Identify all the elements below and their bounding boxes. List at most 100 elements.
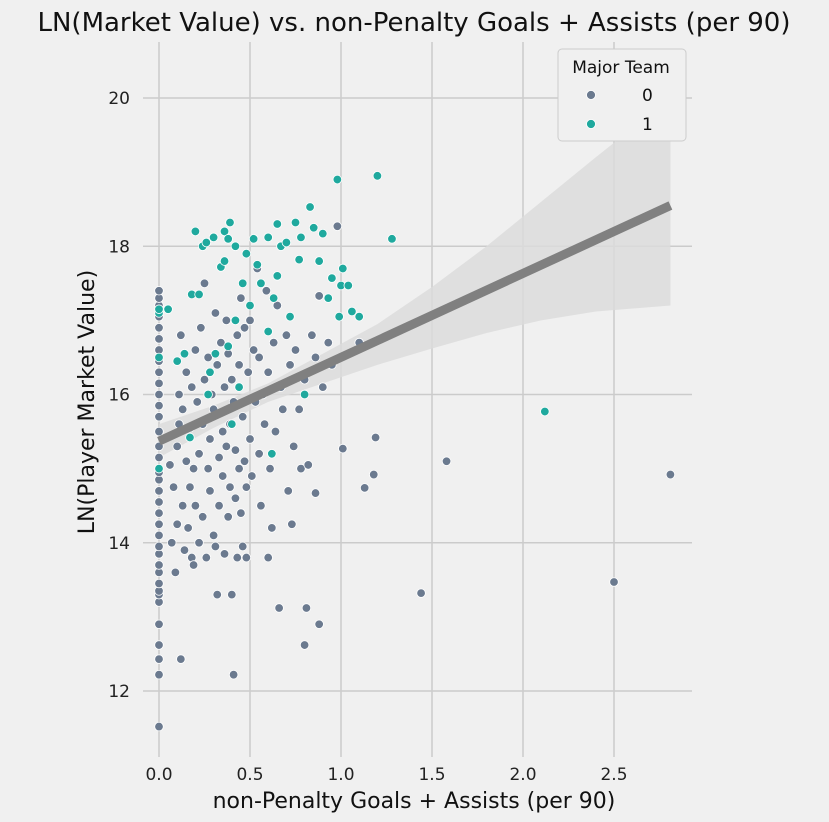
data-point-team-0 — [179, 545, 190, 555]
data-point-team-0 — [154, 721, 164, 732]
data-point-team-1 — [210, 349, 221, 359]
data-point-team-1 — [268, 293, 279, 303]
data-point-team-0 — [338, 443, 348, 454]
data-point-team-0 — [267, 523, 277, 533]
data-point-team-0 — [332, 221, 343, 231]
data-point-team-0 — [318, 382, 328, 392]
data-point-team-0 — [303, 460, 313, 470]
data-point-team-1 — [163, 304, 173, 314]
data-point-team-0 — [259, 419, 270, 429]
data-point-team-0 — [172, 441, 182, 452]
data-point-team-0 — [214, 500, 224, 511]
data-point-team-1 — [201, 237, 212, 248]
data-point-team-0 — [187, 382, 197, 392]
data-point-team-1 — [234, 382, 244, 392]
data-point-team-1 — [314, 256, 324, 266]
data-point-team-1 — [223, 234, 233, 244]
data-point-team-0 — [323, 337, 333, 348]
data-point-team-1 — [225, 217, 235, 228]
x-tick-label: 1.5 — [418, 765, 445, 785]
data-point-team-0 — [225, 482, 235, 492]
x-tick-label: 0.0 — [145, 765, 172, 785]
data-point-team-0 — [212, 589, 222, 600]
data-point-team-0 — [154, 389, 164, 400]
data-point-team-0 — [665, 469, 676, 480]
y-axis-label: LN(Player Market Value) — [75, 270, 100, 534]
data-point-team-0 — [245, 434, 255, 444]
data-point-team-0 — [177, 404, 188, 415]
regression-line-group — [157, 201, 673, 446]
data-point-team-0 — [238, 541, 248, 552]
y-tick-label: 16 — [108, 386, 130, 406]
data-point-team-0 — [241, 482, 252, 492]
y-tick-label: 14 — [108, 534, 130, 554]
data-point-team-0 — [369, 469, 379, 480]
data-point-team-0 — [176, 330, 186, 340]
data-point-team-0 — [199, 374, 210, 385]
x-tick-label: 0.5 — [236, 765, 263, 785]
x-axis-label: non-Penalty Goals + Assists (per 90) — [213, 789, 616, 814]
data-point-team-0 — [154, 323, 164, 333]
data-point-team-0 — [307, 330, 317, 340]
data-point-team-0 — [214, 452, 224, 463]
y-tick-label: 18 — [108, 237, 130, 257]
regression-line — [157, 201, 673, 446]
data-point-team-0 — [265, 463, 275, 474]
data-point-team-0 — [154, 619, 164, 629]
data-point-team-0 — [196, 323, 206, 333]
data-points — [154, 171, 676, 732]
data-point-team-0 — [287, 519, 297, 529]
data-point-team-0 — [263, 552, 273, 563]
data-point-team-0 — [248, 345, 259, 355]
data-point-team-1 — [285, 311, 295, 322]
data-point-team-0 — [236, 293, 246, 303]
data-point-team-0 — [221, 315, 232, 326]
data-point-team-0 — [314, 291, 324, 301]
data-point-team-0 — [190, 345, 201, 355]
data-point-team-0 — [154, 530, 164, 541]
data-point-team-0 — [154, 560, 164, 570]
legend-label-1: 1 — [642, 115, 653, 135]
data-point-team-0 — [299, 640, 310, 650]
data-point-team-0 — [174, 389, 184, 400]
chart-title: LN(Market Value) vs. non-Penalty Goals +… — [37, 8, 790, 38]
data-point-team-1 — [347, 306, 357, 317]
data-point-team-0 — [210, 541, 221, 552]
data-point-team-0 — [185, 482, 195, 492]
data-point-team-0 — [236, 508, 246, 518]
data-point-team-0 — [154, 497, 164, 507]
x-tick-labels: 0.0 0.5 1.0 1.5 2.0 2.5 — [145, 765, 627, 785]
data-point-team-0 — [217, 426, 228, 437]
data-point-team-1 — [318, 228, 328, 239]
data-point-team-1 — [154, 352, 164, 363]
data-point-team-0 — [181, 367, 192, 377]
data-point-team-0 — [154, 367, 164, 377]
data-point-team-1 — [272, 219, 283, 229]
data-point-team-0 — [154, 400, 164, 411]
data-point-team-1 — [154, 463, 164, 474]
data-point-team-0 — [170, 567, 181, 578]
data-point-team-0 — [609, 577, 619, 587]
data-point-team-1 — [305, 202, 315, 212]
data-point-team-1 — [227, 419, 237, 429]
legend-box — [557, 48, 687, 142]
data-point-team-0 — [154, 334, 164, 344]
data-point-team-0 — [232, 330, 242, 340]
data-point-team-0 — [290, 345, 301, 355]
data-point-team-0 — [203, 463, 213, 474]
data-point-team-1 — [203, 389, 213, 400]
data-point-team-1 — [252, 260, 262, 270]
data-point-team-0 — [154, 654, 164, 664]
data-point-team-1 — [354, 311, 364, 322]
data-point-team-0 — [272, 300, 283, 311]
data-point-team-0 — [241, 552, 252, 563]
data-point-team-0 — [221, 441, 232, 452]
data-point-team-1 — [327, 273, 337, 283]
data-point-team-1 — [219, 256, 230, 266]
data-point-team-1 — [334, 311, 344, 322]
data-point-team-0 — [227, 589, 237, 600]
y-tick-label: 20 — [108, 89, 130, 109]
data-point-team-1 — [338, 263, 348, 274]
data-point-team-1 — [263, 326, 273, 337]
